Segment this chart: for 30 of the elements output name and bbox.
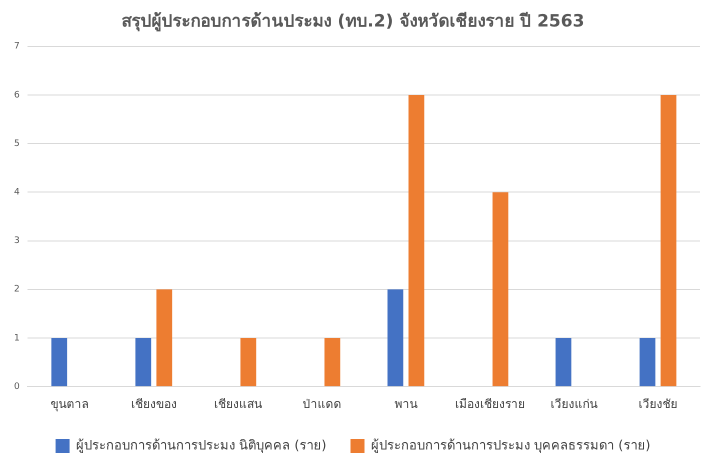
- y-tick-label: 5: [14, 138, 20, 149]
- legend-label: ผู้ประกอบการด้านการประมง นิติบุคคล (ราย): [76, 438, 327, 454]
- legend-label: ผู้ประกอบการด้านการประมง บุคคลธรรมดา (ราย): [371, 438, 650, 454]
- chart-title: สรุปผู้ประกอบการด้านประมง (ทบ.2) จังหวัดเชียงราย ปี 2563: [122, 10, 584, 33]
- x-tick-label: เวียงชัย: [638, 396, 678, 411]
- y-tick-label: 4: [14, 188, 20, 198]
- y-tick-label: 0: [14, 382, 20, 392]
- bar: [388, 289, 404, 386]
- x-tick-label: พาน: [394, 396, 418, 411]
- y-tick-label: 7: [14, 42, 20, 52]
- bar: [660, 95, 676, 386]
- bar: [240, 338, 256, 386]
- x-tick-label: ป่าแดด: [302, 396, 342, 411]
- bar: [408, 95, 424, 386]
- y-tick-label: 1: [14, 333, 20, 344]
- bar: [51, 338, 68, 386]
- x-tick-label: ขุนตาล: [50, 396, 89, 412]
- y-tick-label: 3: [14, 236, 20, 246]
- y-tick-label: 2: [14, 284, 20, 295]
- bar: [556, 338, 572, 386]
- x-tick-label: เชียงของ: [130, 396, 177, 411]
- x-tick-label: เชียงแสน: [214, 396, 262, 411]
- bar: [640, 338, 656, 386]
- bar: [324, 338, 340, 386]
- bar: [135, 338, 152, 386]
- bar: [492, 192, 508, 386]
- y-tick-label: 6: [14, 90, 20, 100]
- x-tick-label: เมืองเชียงราย: [454, 396, 525, 411]
- x-tick-label: เวียงแก่น: [550, 396, 598, 411]
- bar: [156, 289, 172, 386]
